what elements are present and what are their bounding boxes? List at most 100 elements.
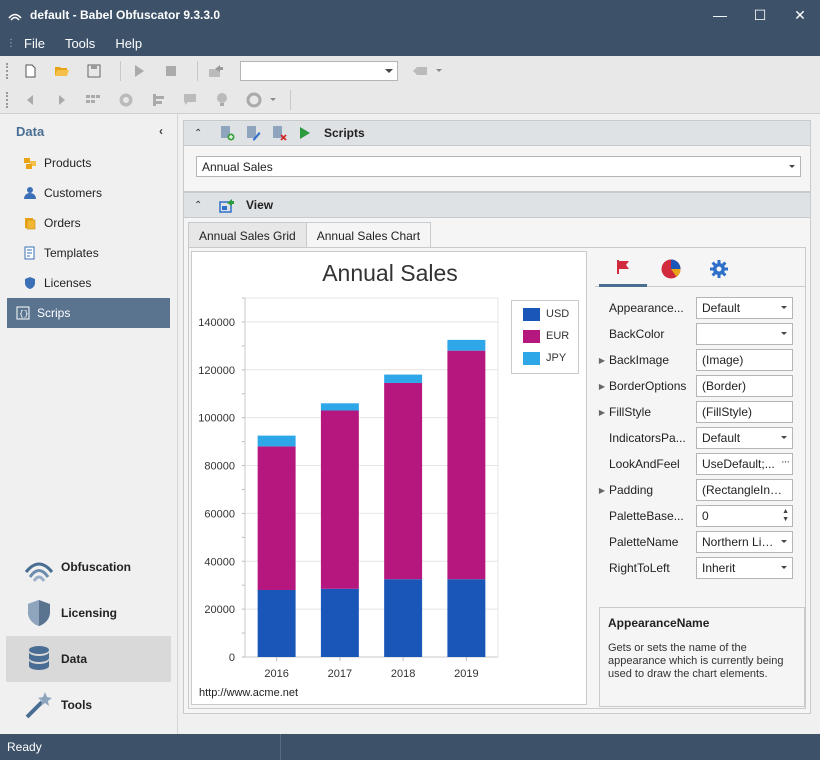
property-value-field[interactable]: 0 ▲ ▼	[696, 505, 793, 527]
view-panel-body: Annual Sales Grid Annual Sales Chart Ann…	[183, 218, 811, 714]
scripts-panel-title: Scripts	[324, 126, 365, 140]
property-value-field[interactable]: UseDefault;... ···	[696, 453, 793, 475]
back-button[interactable]	[18, 89, 42, 111]
spinner-icon[interactable]: ▲ ▼	[782, 508, 789, 523]
property-value-field[interactable]: Inherit	[696, 557, 793, 579]
sidebar-item-scrips[interactable]: {} Scrips	[7, 298, 170, 328]
collapse-icon[interactable]: ‹	[159, 124, 163, 138]
status-separator	[280, 734, 281, 760]
legend-label: EUR	[546, 330, 570, 342]
property-value-field[interactable]: (Border)	[696, 375, 793, 397]
expand-arrow-icon[interactable]: ▶	[598, 407, 606, 417]
bar-usd-2019	[447, 579, 486, 657]
sidebar-item-templates[interactable]: Templates	[7, 238, 170, 268]
sidebar-item-label: Customers	[44, 186, 103, 200]
property-row: ▶ BackImage (Image)	[595, 347, 805, 373]
expand-arrow-icon[interactable]: ▶	[598, 485, 606, 495]
property-value-field[interactable]	[696, 323, 793, 345]
y-tick-label: 100000	[198, 413, 235, 425]
add-script-button[interactable]	[218, 124, 236, 142]
maximize-button[interactable]: ☐	[740, 0, 780, 30]
close-button[interactable]: ✕	[780, 0, 820, 30]
script-select[interactable]: Annual Sales	[196, 156, 801, 177]
scripts-panel-header: ⌃ Scripts	[183, 120, 811, 146]
chevron-down-icon[interactable]	[436, 69, 442, 72]
layout-button[interactable]	[82, 89, 106, 111]
help-ring-button[interactable]	[242, 89, 266, 111]
tab-annual-sales-chart[interactable]: Annual Sales Chart	[305, 222, 432, 248]
tab-chart-options[interactable]	[647, 251, 695, 287]
play-icon	[300, 127, 310, 139]
nav-group-data[interactable]: Data	[6, 636, 171, 682]
menu-help[interactable]: Help	[115, 35, 143, 51]
property-name: IndicatorsPa...	[609, 431, 686, 445]
chevron-down-icon[interactable]	[270, 98, 276, 101]
expand-arrow-icon[interactable]: ▶	[598, 355, 606, 365]
save-button[interactable]	[82, 60, 106, 82]
delete-script-button[interactable]	[270, 124, 288, 142]
property-row: RightToLeft Inherit	[595, 555, 805, 581]
run-button[interactable]	[127, 60, 151, 82]
minimize-button[interactable]: —	[700, 0, 740, 30]
nav-group-label: Licensing	[61, 606, 118, 620]
open-button[interactable]	[50, 60, 74, 82]
nav-group-licensing[interactable]: Licensing	[6, 590, 171, 636]
tab-annual-sales-grid[interactable]: Annual Sales Grid	[188, 222, 307, 248]
sidebar-item-products[interactable]: Products	[7, 148, 170, 178]
tab-settings[interactable]	[695, 251, 743, 287]
align-button[interactable]	[146, 89, 170, 111]
property-grid: Appearance... Default BackColor ▶ BackImage(…	[595, 251, 805, 707]
stop-button[interactable]	[159, 60, 183, 82]
property-row: BackColor	[595, 321, 805, 347]
hint-button[interactable]	[210, 89, 234, 111]
lightbulb-icon	[217, 92, 227, 106]
property-value-field[interactable]: Default	[696, 427, 793, 449]
property-name: FillStyle	[609, 405, 652, 419]
export-button[interactable]	[204, 60, 228, 82]
tab-appearance[interactable]	[599, 251, 647, 287]
view-tabs: Annual Sales Grid Annual Sales Chart	[188, 222, 432, 248]
property-value-field[interactable]: (Image)	[696, 349, 793, 371]
menu-tools[interactable]: Tools	[64, 35, 96, 51]
legend-item-usd: USD	[512, 305, 578, 323]
sidebar-item-licenses[interactable]: Licenses	[7, 268, 170, 298]
property-value-field[interactable]: (FillStyle)	[696, 401, 793, 423]
view-export-button[interactable]	[218, 196, 236, 214]
property-name: BackColor	[609, 327, 665, 341]
bar-eur-2018	[384, 382, 423, 580]
property-name: Appearance...	[609, 301, 684, 315]
menu-file[interactable]: File	[24, 35, 45, 51]
property-value-field[interactable]: Northern Lig...	[696, 531, 793, 553]
collapse-chevron-icon[interactable]: ⌃	[194, 127, 203, 139]
collapse-chevron-icon[interactable]: ⌃	[194, 199, 203, 211]
scripts-icon: {}	[16, 306, 30, 320]
expand-arrow-icon[interactable]: ▶	[598, 381, 606, 391]
property-row: IndicatorsPa... Default	[595, 425, 805, 451]
edit-script-button[interactable]	[244, 124, 262, 142]
open-folder-icon	[55, 66, 69, 76]
x-tick-label: 2017	[328, 668, 352, 680]
comment-button[interactable]	[178, 89, 202, 111]
forward-button[interactable]	[50, 89, 74, 111]
toolbar-combo[interactable]	[240, 60, 398, 81]
nav-group-tools[interactable]: Tools	[6, 682, 171, 728]
window-title: default - Babel Obfuscator 9.3.3.0	[30, 8, 221, 22]
property-value: (RectangleInde...	[702, 483, 793, 497]
sidebar-item-customers[interactable]: Customers	[7, 178, 170, 208]
nav-group-obfuscation[interactable]: Obfuscation	[6, 544, 171, 590]
property-value-field[interactable]: (RectangleInde...	[696, 479, 793, 501]
play-icon	[135, 64, 144, 77]
property-value-field[interactable]: Default	[696, 297, 793, 319]
new-button[interactable]	[18, 60, 42, 82]
tag-button[interactable]	[408, 60, 432, 82]
chevron-down-icon	[385, 68, 393, 73]
y-tick-label: 20000	[204, 604, 235, 616]
ellipsis-icon[interactable]: ···	[781, 456, 790, 468]
sidebar-item-orders[interactable]: Orders	[7, 208, 170, 238]
browse-button[interactable]	[114, 89, 138, 111]
property-name: BorderOptions	[609, 379, 687, 393]
sidebar-item-label: Licenses	[44, 276, 92, 290]
chevron-down-icon	[781, 540, 787, 543]
chevron-down-icon	[781, 306, 787, 309]
run-script-button[interactable]	[296, 124, 314, 142]
